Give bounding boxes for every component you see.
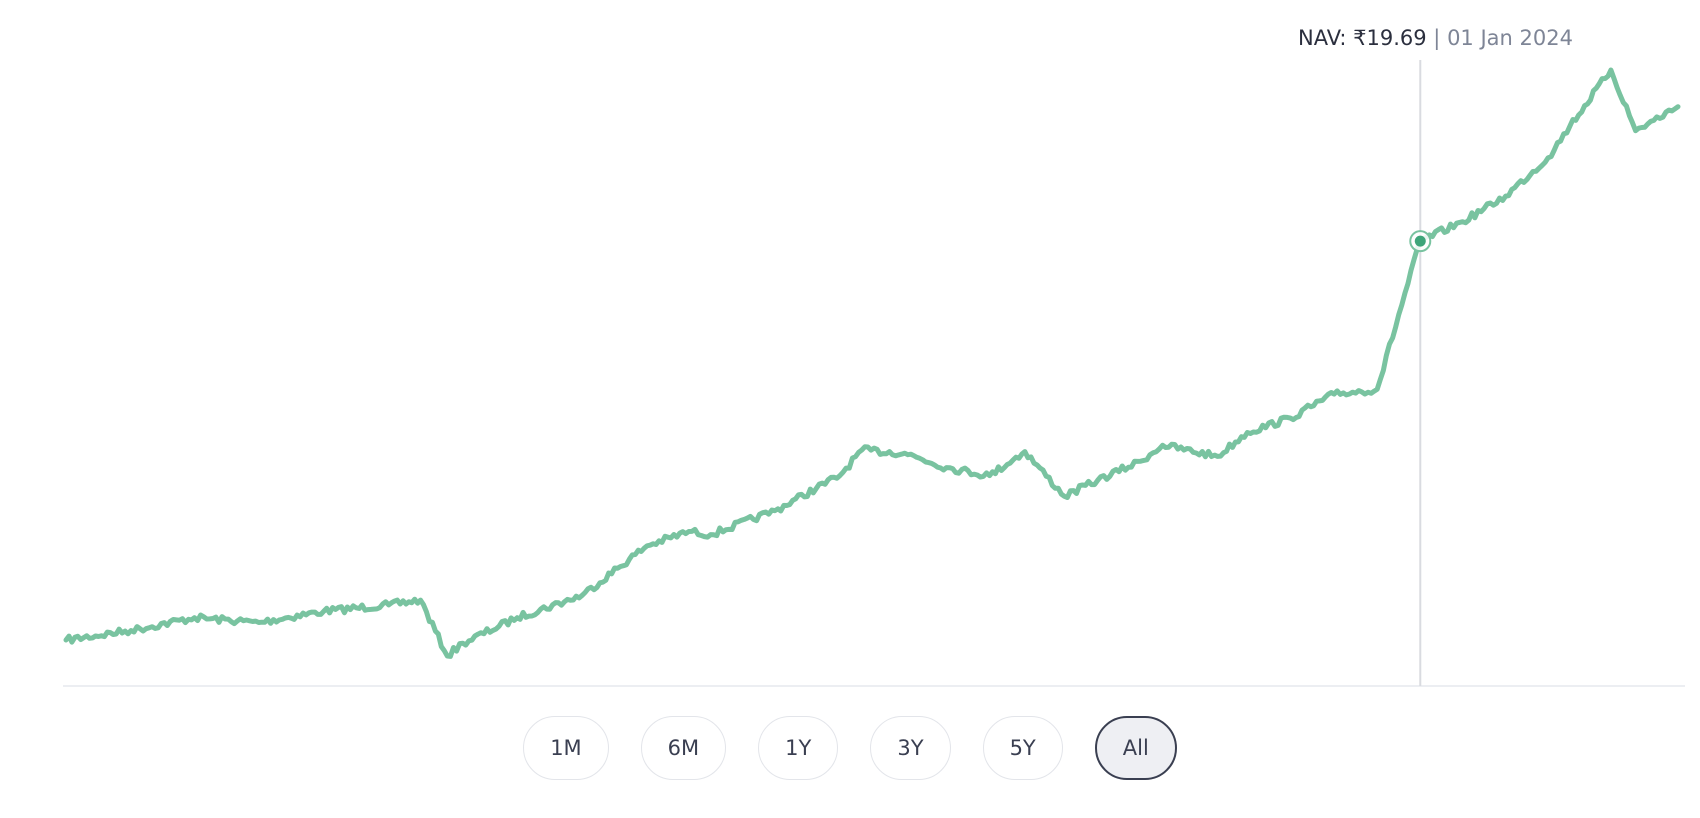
nav-series-line <box>63 67 1681 659</box>
marker-point <box>1414 235 1426 247</box>
range-button-5y[interactable]: 5Y <box>982 716 1063 780</box>
nav-tooltip: NAV: ₹19.69 | 01 Jan 2024 <box>1298 24 1573 52</box>
nav-line-chart[interactable] <box>0 0 1700 700</box>
nav-label: NAV: <box>1298 26 1354 50</box>
range-button-3y[interactable]: 3Y <box>870 716 951 780</box>
range-button-6m[interactable]: 6M <box>640 716 727 780</box>
tooltip-separator: | <box>1426 26 1448 50</box>
range-button-1m[interactable]: 1M <box>523 716 609 780</box>
range-button-1y[interactable]: 1Y <box>758 716 839 780</box>
nav-date: 01 Jan 2024 <box>1447 26 1573 50</box>
nav-chart[interactable]: NAV: ₹19.69 | 01 Jan 2024 <box>0 0 1700 700</box>
range-button-all[interactable]: All <box>1094 716 1177 780</box>
nav-series <box>63 67 1681 659</box>
nav-value: ₹19.69 <box>1353 26 1427 50</box>
time-range-selector: 1M 6M 1Y 3Y 5Y All <box>0 716 1700 780</box>
hover-marker <box>1409 230 1432 253</box>
